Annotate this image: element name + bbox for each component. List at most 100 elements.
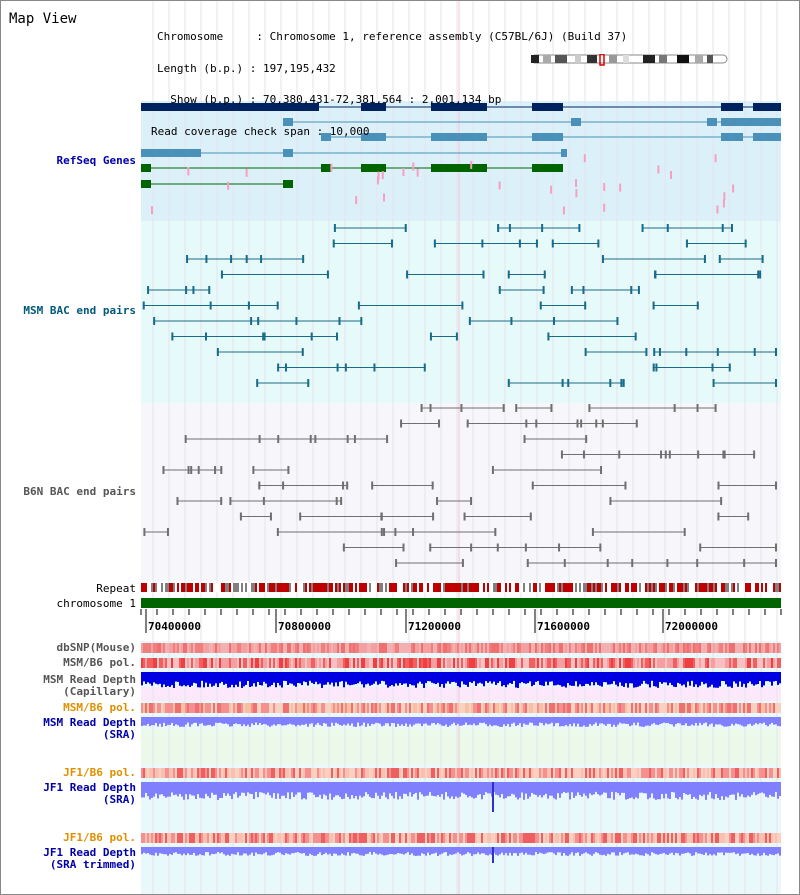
track-label-jf1-depth-trimmed[interactable]: JF1 Read Depth (SRA trimmed) — [43, 846, 136, 871]
repeat-mark — [753, 583, 755, 592]
heat-cell — [505, 833, 507, 843]
gene-tick — [575, 189, 578, 198]
depth-bar — [261, 847, 263, 855]
depth-bar — [715, 672, 717, 688]
bac-end — [570, 286, 573, 294]
depth-bar — [369, 782, 371, 797]
bac-end — [585, 435, 588, 443]
bac-end — [664, 450, 667, 459]
heat-cell — [159, 833, 161, 843]
track-label-msm-bac[interactable]: MSM BAC end pairs — [23, 304, 136, 317]
track-label-jf1-depth-sra[interactable]: JF1 Read Depth (SRA) — [43, 781, 136, 806]
depth-bar — [657, 717, 659, 726]
heat-cell — [245, 768, 247, 778]
track-label-refseq[interactable]: RefSeq Genes — [56, 154, 136, 167]
track-label-dbsnp[interactable]: dbSNP(Mouse) — [56, 641, 136, 654]
depth-bar — [475, 847, 477, 855]
heat-cell — [293, 658, 295, 668]
depth-bar — [735, 717, 737, 724]
heat-cell — [163, 768, 165, 778]
heat-cell — [455, 658, 457, 668]
track-label-msm-depth-sra[interactable]: MSM Read Depth (SRA) — [43, 716, 136, 741]
heat-cell — [593, 833, 595, 843]
depth-bar — [425, 672, 427, 684]
heat-cell — [437, 658, 439, 668]
heat-cell — [227, 658, 229, 668]
heat-cell — [203, 703, 205, 713]
heat-cell — [531, 703, 533, 713]
repeat-mark — [691, 583, 693, 592]
heat-cell — [429, 658, 431, 668]
heat-cell — [381, 768, 383, 778]
chromosome-ideogram[interactable] — [531, 54, 731, 66]
heat-cell — [779, 643, 781, 653]
depth-bar — [587, 672, 589, 684]
heat-cell — [239, 658, 241, 668]
track-label-msm-b6-pol[interactable]: MSM/B6 pol. — [63, 656, 136, 669]
heat-cell — [709, 643, 711, 653]
heat-cell — [709, 833, 711, 843]
heat-cell — [527, 703, 529, 713]
heat-cell — [721, 833, 723, 843]
heat-cell — [379, 658, 381, 668]
repeat-mark — [141, 583, 143, 592]
heat-cell — [459, 658, 461, 668]
heat-cell — [737, 768, 739, 778]
heat-cell — [757, 643, 759, 653]
depth-bar — [639, 672, 641, 686]
bac-end — [482, 270, 485, 279]
repeat-mark — [183, 583, 185, 592]
heat-cell — [279, 643, 281, 653]
heat-cell — [767, 643, 769, 653]
depth-bar — [375, 717, 377, 723]
heat-cell — [603, 833, 605, 843]
repeat-mark — [577, 583, 579, 592]
heat-cell — [251, 768, 253, 778]
heat-cell — [769, 643, 771, 653]
depth-bar — [591, 672, 593, 683]
heat-cell — [315, 833, 317, 843]
heat-cell — [449, 658, 451, 668]
heat-cell — [285, 643, 287, 653]
heat-cell — [711, 658, 713, 668]
track-label-msm-depth-capillary[interactable]: MSM Read Depth (Capillary) — [43, 673, 136, 698]
heat-cell — [705, 833, 707, 843]
gene-exon — [361, 133, 386, 141]
depth-bar — [215, 672, 217, 684]
repeat-mark — [411, 583, 413, 592]
heat-cell — [485, 658, 487, 668]
heat-cell — [347, 643, 349, 653]
heat-cell — [775, 703, 777, 713]
heat-cell — [215, 833, 217, 843]
track-label-msm-b6-pol-2[interactable]: MSM/B6 pol. — [63, 701, 136, 714]
heat-cell — [691, 658, 693, 668]
heat-cell — [621, 658, 623, 668]
heat-cell — [753, 658, 755, 668]
heat-cell — [645, 703, 647, 713]
depth-bar — [255, 782, 257, 792]
heat-cell — [685, 658, 687, 668]
depth-bar — [365, 672, 367, 685]
heat-cell — [599, 703, 601, 713]
bac-end — [654, 270, 657, 279]
depth-bar — [445, 672, 447, 684]
track-label-jf1-b6-pol-2[interactable]: JF1/B6 pol. — [63, 831, 136, 844]
depth-bar — [165, 782, 167, 798]
bac-end — [143, 528, 146, 536]
depth-bar — [769, 782, 771, 795]
heat-cell — [217, 768, 219, 778]
depth-bar — [277, 847, 279, 853]
track-label-jf1-b6-pol[interactable]: JF1/B6 pol. — [63, 766, 136, 779]
track-label-b6n-bac[interactable]: B6N BAC end pairs — [23, 485, 136, 498]
heat-cell — [459, 643, 461, 653]
heat-cell — [153, 833, 155, 843]
heat-cell — [395, 768, 397, 778]
repeat-mark — [775, 583, 777, 592]
heat-cell — [373, 658, 375, 668]
heat-cell — [359, 833, 361, 843]
heat-cell — [201, 768, 203, 778]
depth-bar — [257, 672, 259, 682]
bac-end — [728, 363, 731, 372]
heat-cell — [501, 703, 503, 713]
